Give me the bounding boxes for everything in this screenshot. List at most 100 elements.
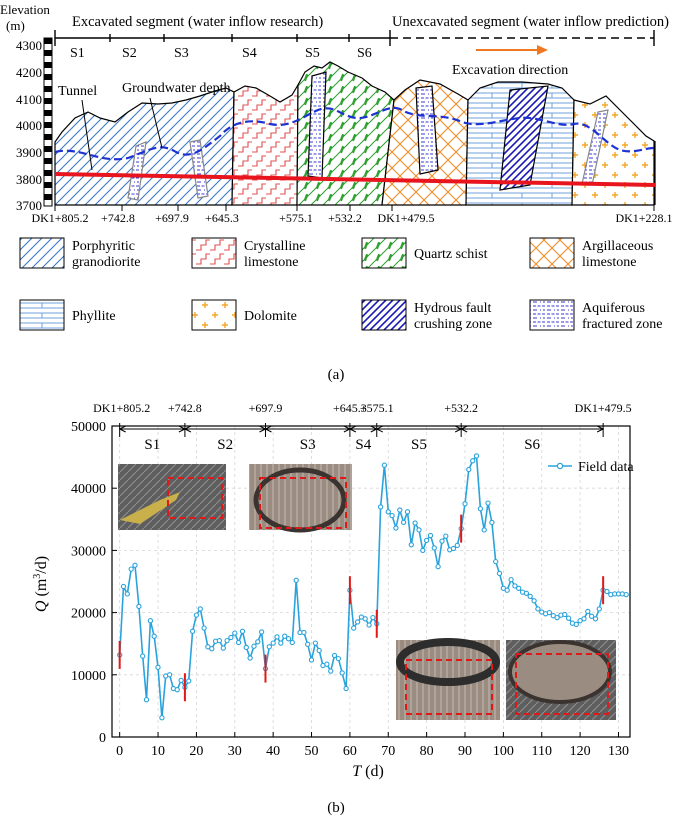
legend-item-aquifer: Aquiferous fractured zone (529, 299, 662, 332)
legend-series-label: Field data (578, 460, 634, 475)
legend-label: Dolomite (244, 309, 297, 324)
legend-label: Argillaceous (582, 239, 653, 254)
excavation-direction-label: Excavation direction (452, 63, 568, 78)
data-point (389, 512, 395, 519)
data-point (462, 501, 468, 507)
aquiferous-zone-s6 (415, 85, 439, 175)
x-tick-label: 120 (570, 744, 591, 759)
station-label: DK1+479.5 (575, 401, 632, 415)
data-point (508, 576, 514, 583)
data-point (416, 527, 422, 533)
data-point (512, 583, 518, 589)
elevation-tick: 4200 (16, 65, 42, 80)
legend-label: limestone (244, 255, 298, 270)
data-point (443, 533, 449, 539)
data-point (136, 603, 142, 610)
tunnel-leader (81, 99, 93, 171)
segment-label: S4 (355, 437, 371, 453)
elevation-scale-bar (43, 37, 53, 207)
station-label: +742.8 (101, 211, 135, 225)
data-point (151, 633, 157, 639)
tunnel-line (54, 172, 656, 187)
data-point (562, 611, 568, 618)
data-point (427, 532, 434, 539)
station-label: +742.8 (168, 401, 202, 415)
data-point (335, 655, 342, 662)
data-point (143, 697, 150, 703)
data-point (408, 542, 414, 548)
x-tick-label: 20 (189, 744, 203, 759)
segment-labels-a: S1 S2 S3 S4 S5 S6 (70, 46, 372, 61)
photo-inset-s6 (506, 640, 616, 720)
station-label: +697.9 (249, 401, 283, 415)
data-point (370, 614, 376, 621)
elevation-tick: 3800 (16, 172, 42, 187)
data-point (362, 616, 368, 622)
tunnel-label: Tunnel (58, 84, 97, 99)
legend-label: Porphyritic (72, 239, 135, 254)
data-point (554, 614, 560, 621)
x-tick-label: 80 (420, 744, 434, 759)
data-point (623, 591, 629, 598)
data-point (278, 640, 284, 646)
legend-label: Hydrous fault (414, 301, 491, 316)
data-point (585, 608, 591, 615)
water-inflow-chart: S1 S2 S3 S4 S5 S6 DK1+805.2 +742.8 +697.9 +645.3… (32, 401, 634, 816)
data-point (166, 672, 173, 678)
x-tick-label: 100 (493, 744, 514, 759)
station-label: +532.2 (444, 401, 478, 415)
groundwater-leader (149, 97, 163, 149)
elevation-axis-unit: (m) (6, 18, 25, 33)
legend-item-dolomite: Dolomite (191, 299, 297, 331)
elevation-tick: 4300 (16, 38, 42, 53)
data-point (274, 634, 280, 640)
crystalline-limestone-body (231, 82, 299, 206)
data-point (220, 645, 226, 651)
station-label: DK1+805.2 (93, 401, 150, 415)
station-label: +645.3 (333, 401, 367, 415)
data-point (496, 570, 503, 577)
data-point (535, 606, 541, 612)
data-point (531, 598, 537, 604)
data-point (351, 625, 357, 631)
legend-item-argillaceous: Argillaceous limestone (529, 237, 653, 270)
elevation-tick: 4000 (16, 118, 42, 133)
data-point (228, 634, 234, 641)
legend-label: Aquiferous (582, 301, 645, 316)
x-axis-title: T (d) (352, 763, 384, 780)
data-point (305, 641, 311, 647)
segment-label: S3 (174, 46, 189, 61)
data-point (523, 590, 530, 596)
data-point (258, 629, 265, 635)
data-point (435, 563, 441, 570)
segment-label: S6 (524, 437, 540, 453)
data-point (477, 506, 484, 512)
hydrous-fault-zone (499, 85, 549, 191)
data-point (193, 612, 200, 618)
data-point (132, 562, 138, 568)
station-label: DK1+479.5 (377, 211, 434, 225)
unexcavated-segment-label: Unexcavated segment (water inflow predic… (392, 14, 669, 30)
data-point (581, 616, 587, 622)
data-point (235, 639, 242, 646)
elevation-tick: 3700 (16, 198, 42, 213)
segment-label: S3 (300, 437, 316, 453)
data-point (239, 628, 246, 634)
data-point (270, 640, 276, 646)
data-point (546, 609, 553, 616)
segment-dimension-bar: S1 S2 S3 S4 S5 S6 (118, 423, 605, 453)
data-point (308, 657, 315, 663)
data-point (588, 613, 595, 619)
data-point (331, 652, 338, 659)
segment-label: S6 (357, 46, 372, 61)
station-label: +532.2 (328, 211, 362, 225)
data-point (197, 606, 203, 612)
data-point (124, 591, 130, 597)
y-axis-title: Q (m3/d) (32, 556, 50, 612)
segment-label: S1 (144, 437, 160, 453)
data-point (412, 520, 418, 526)
data-point (454, 542, 460, 549)
data-point (470, 458, 476, 464)
elevation-tick: 3900 (16, 145, 42, 160)
